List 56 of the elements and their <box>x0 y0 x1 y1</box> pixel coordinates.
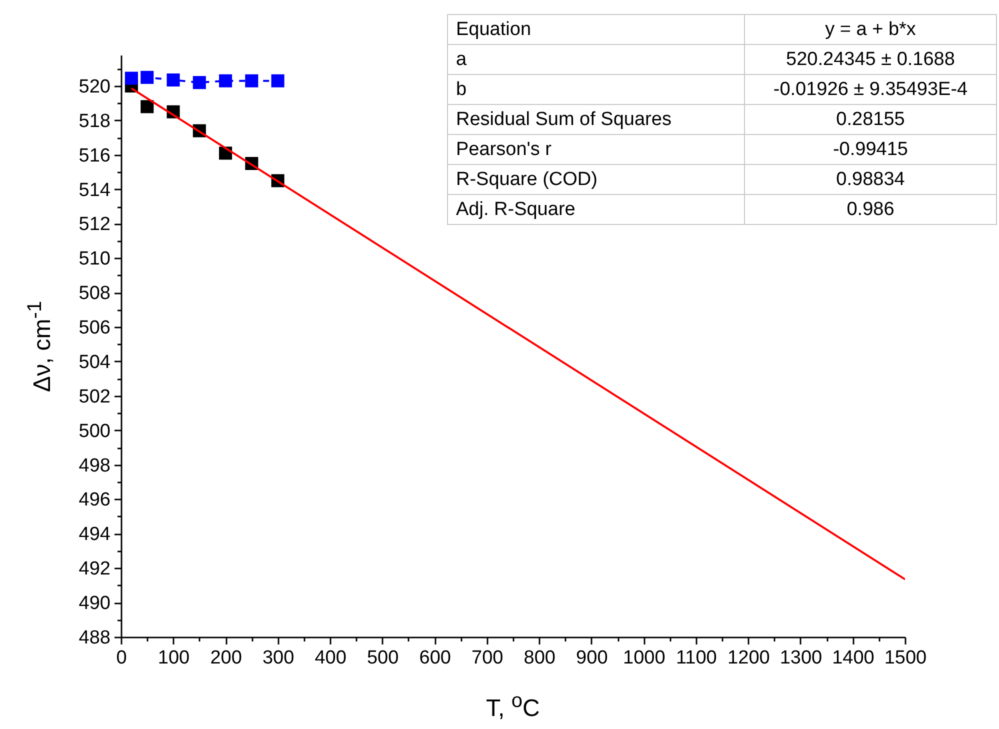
y-tick-label: 494 <box>78 524 111 546</box>
x-tick-label: 1500 <box>884 648 927 668</box>
x-tick-label: 500 <box>366 648 399 668</box>
x-tick-label: 1200 <box>728 648 770 668</box>
x-tick-label: 1300 <box>780 648 822 668</box>
x-tick-label: 700 <box>472 648 504 668</box>
annotation: a <box>448 44 744 74</box>
annotation: Adj. R-Square <box>448 194 744 224</box>
point <box>124 72 138 85</box>
y-tick-label: 502 <box>78 386 110 408</box>
point <box>219 74 232 88</box>
x-axis-title: T, $^{o}$C <box>486 690 540 723</box>
point <box>192 76 206 90</box>
y-tick-label: 498 <box>78 455 110 476</box>
annotation: b <box>448 74 744 104</box>
x-tick-label: 300 <box>262 648 294 668</box>
x-tick-label: 900 <box>576 648 608 668</box>
x-tick-label: 800 <box>524 648 556 668</box>
y-tick-label: 510 <box>78 248 110 270</box>
point <box>166 73 180 86</box>
y-tick-label: 508 <box>78 283 110 304</box>
y-tick-label: 512 <box>78 214 110 236</box>
point <box>140 100 154 114</box>
y-tick-label: 504 <box>78 352 111 373</box>
text: Equation <box>448 14 744 44</box>
annotation: Residual Sum of Squares <box>448 104 744 134</box>
annotation: Pearson's r <box>448 134 744 164</box>
annotation: 0.986 <box>744 194 996 224</box>
y-tick-label: 492 <box>78 558 110 580</box>
y-tick-label: 496 <box>78 490 110 511</box>
y-tick-label: 518 <box>78 110 110 132</box>
y-tick-label: 506 <box>78 318 110 339</box>
x-tick-label: 1400 <box>832 648 874 668</box>
point <box>245 74 258 88</box>
x-tick-label: 100 <box>158 648 190 668</box>
point <box>140 70 154 84</box>
annotation: 0.28155 <box>744 104 996 134</box>
y-tick-label: 520 <box>78 76 110 98</box>
y-tick-label: 514 <box>78 180 111 201</box>
x-tick-label: 0 <box>116 648 127 668</box>
y-tick-label: 516 <box>78 145 110 166</box>
annotation: R-Square (COD) <box>448 164 744 194</box>
text: y = a + b*x <box>744 14 996 44</box>
x-tick-label: 200 <box>210 648 242 668</box>
x-tick-label: 1100 <box>676 648 717 668</box>
annotation: 520.24345 ± 0.1688 <box>744 44 996 74</box>
y-tick-label: 488 <box>78 628 110 648</box>
x-tick-label: 600 <box>419 648 451 668</box>
x-tick-label: 400 <box>314 648 346 668</box>
y-tick-label: 490 <box>78 593 110 614</box>
x-tick-label: 1000 <box>623 648 666 668</box>
annotation: 0.98834 <box>744 164 996 194</box>
y-tick-label: 500 <box>78 420 110 442</box>
point <box>271 74 284 88</box>
annotation: -0.01926 ± 9.35493E-4 <box>744 74 996 104</box>
annotation: -0.99415 <box>744 134 996 164</box>
